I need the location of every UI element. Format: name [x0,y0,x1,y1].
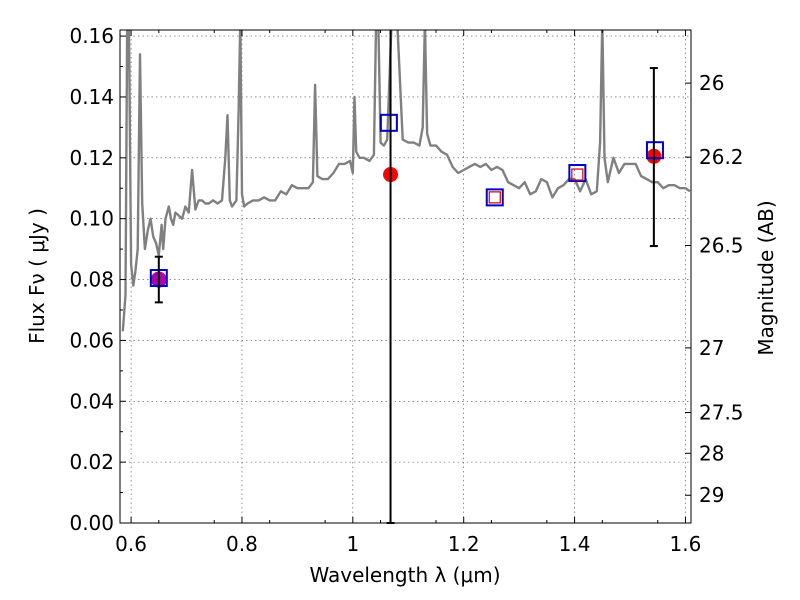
x-tick-label: 1.2 [448,532,480,556]
x-tick-label: 1 [346,532,359,556]
x-tick-label: 1.4 [559,532,591,556]
y2-tick-label: 26.5 [699,233,744,257]
y-tick-label: 0.10 [69,207,114,231]
y2-tick-label: 26 [699,71,724,95]
y-tick-label: 0.00 [69,511,114,535]
y2-tick-label: 27 [699,336,724,360]
x-tick-label: 0.6 [115,532,147,556]
x-axis-label: Wavelength λ (μm) [309,563,500,587]
x-tick-label: 1.6 [670,532,702,556]
y-tick-label: 0.06 [69,328,114,352]
y2-axis-label: Magnitude (AB) [754,200,778,355]
y2-tick-label: 26.2 [699,145,744,169]
y-axis-label: Flux Fν ( μJy ) [25,208,49,344]
y2-tick-label: 28 [699,441,724,465]
y-tick-label: 0.14 [69,85,114,109]
y-tick-label: 0.02 [69,450,114,474]
y-tick-label: 0.12 [69,146,114,170]
y2-tick-label: 27.5 [699,401,744,425]
y-tick-label: 0.16 [69,24,114,48]
sed-chart: 0.6 0.8 1 1.2 1.4 1.6 0.00 0.02 0.04 0.06 0.08 0.10… [0,0,800,600]
y-tick-label: 0.08 [69,268,114,292]
y2-tick-label: 29 [699,483,724,507]
x-tick-label: 0.8 [226,532,258,556]
y-tick-label: 0.04 [69,389,114,413]
